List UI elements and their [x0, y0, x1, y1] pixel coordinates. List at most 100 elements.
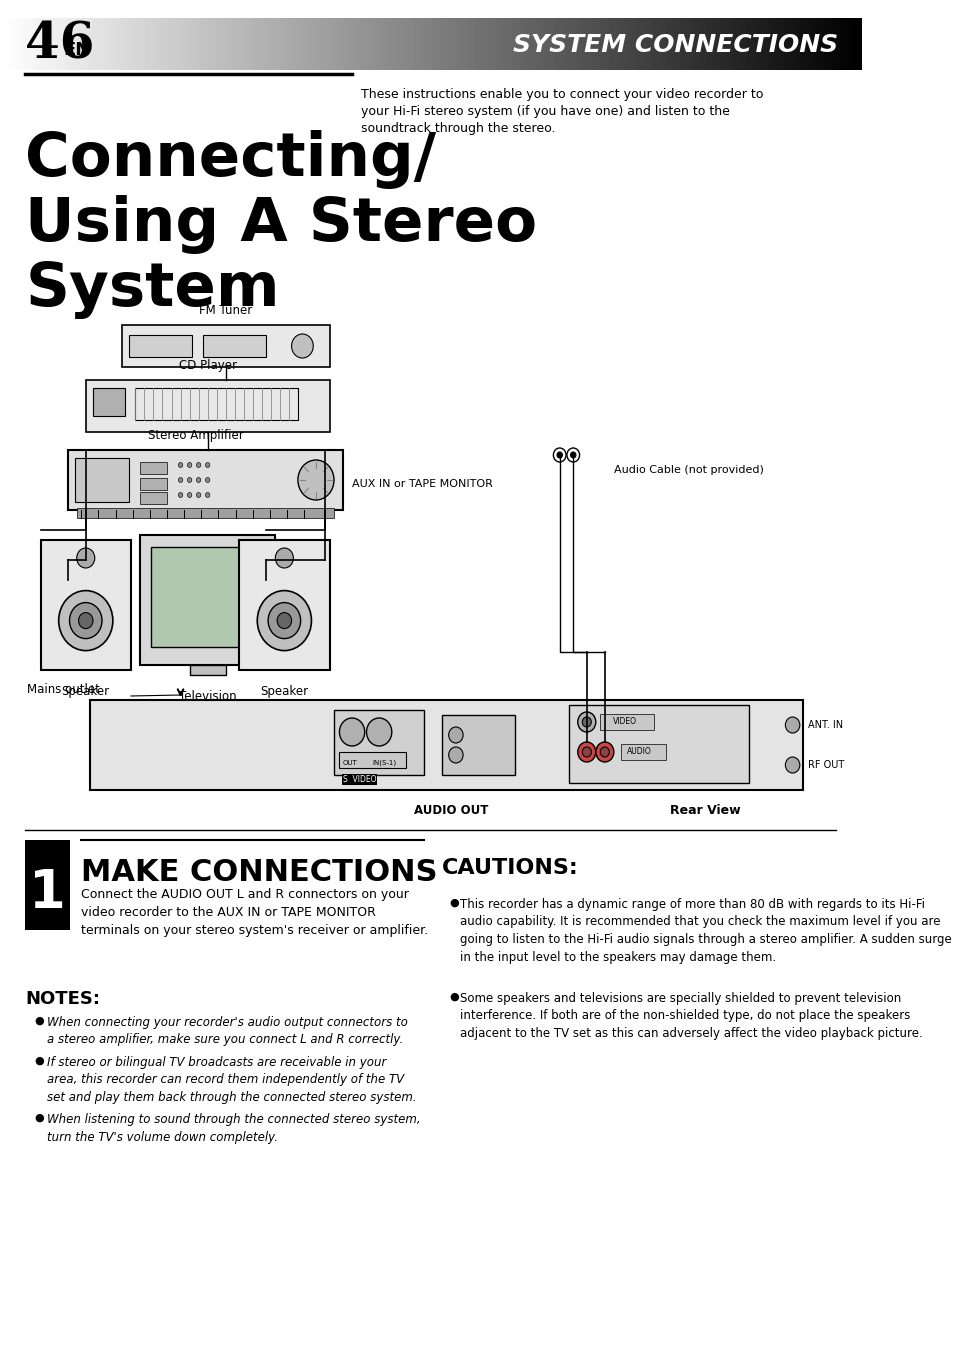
Bar	[599, 714, 654, 730]
Circle shape	[570, 452, 576, 459]
Text: FM Tuner: FM Tuner	[199, 304, 252, 317]
Circle shape	[196, 492, 201, 498]
Bar	[151, 546, 259, 648]
Bar	[203, 335, 266, 357]
Bar	[76, 509, 334, 518]
Text: EN: EN	[63, 42, 91, 59]
Text: VIDEO: VIDEO	[612, 718, 636, 727]
Text: CD Player: CD Player	[178, 359, 236, 372]
Circle shape	[557, 452, 562, 459]
Bar	[140, 536, 275, 665]
Circle shape	[292, 335, 313, 357]
Text: If stereo or bilingual TV broadcasts are receivable in your
area, this recorder : If stereo or bilingual TV broadcasts are…	[47, 1056, 416, 1103]
Text: These instructions enable you to connect your video recorder to
your Hi-Fi stere: These instructions enable you to connect…	[361, 88, 762, 135]
Circle shape	[448, 747, 462, 764]
Text: Rear View: Rear View	[669, 804, 740, 817]
Text: System: System	[25, 260, 279, 318]
Circle shape	[196, 463, 201, 468]
Circle shape	[187, 492, 192, 498]
Text: ●: ●	[449, 992, 458, 1002]
Circle shape	[599, 747, 609, 757]
Circle shape	[178, 463, 183, 468]
Text: This recorder has a dynamic range of more than 80 dB with regards to its Hi-Fi a: This recorder has a dynamic range of mor…	[460, 898, 951, 963]
Circle shape	[178, 492, 183, 498]
Circle shape	[578, 712, 596, 733]
Circle shape	[76, 548, 94, 568]
Bar	[41, 540, 131, 670]
Text: ●: ●	[34, 1016, 44, 1027]
Text: S  VIDEO: S VIDEO	[343, 774, 376, 784]
Circle shape	[448, 727, 462, 743]
Bar	[135, 389, 297, 420]
Circle shape	[178, 478, 183, 483]
Text: CAUTIONS:: CAUTIONS:	[442, 858, 578, 878]
Text: When listening to sound through the connected stereo system,
turn the TV's volum: When listening to sound through the conn…	[47, 1113, 420, 1144]
Text: NOTES:: NOTES:	[25, 990, 100, 1008]
Circle shape	[275, 548, 294, 568]
Text: Television: Television	[178, 689, 236, 703]
Bar	[122, 325, 329, 367]
Circle shape	[581, 718, 591, 727]
Bar	[140, 492, 167, 505]
Circle shape	[59, 591, 112, 650]
Bar	[91, 700, 802, 791]
Text: 1: 1	[30, 867, 66, 919]
Text: Audio Cable (not provided): Audio Cable (not provided)	[613, 465, 763, 475]
Text: When connecting your recorder's audio output connectors to
a stereo amplifier, m: When connecting your recorder's audio ou…	[47, 1016, 407, 1047]
Circle shape	[581, 747, 591, 757]
Text: Mains outlet: Mains outlet	[27, 683, 100, 696]
Circle shape	[784, 718, 799, 733]
Bar	[140, 461, 167, 473]
Text: IN(S-1): IN(S-1)	[372, 759, 395, 766]
Circle shape	[205, 478, 210, 483]
Text: ●: ●	[449, 898, 458, 908]
Circle shape	[784, 757, 799, 773]
Text: Using A Stereo: Using A Stereo	[25, 196, 537, 254]
Text: OUT: OUT	[343, 759, 357, 766]
Circle shape	[578, 742, 596, 762]
Bar	[75, 459, 129, 502]
Circle shape	[596, 742, 613, 762]
Text: 46: 46	[25, 20, 94, 70]
Text: AUDIO: AUDIO	[626, 747, 651, 757]
Text: SYSTEM CONNECTIONS: SYSTEM CONNECTIONS	[512, 32, 837, 57]
Bar	[239, 540, 329, 670]
Text: AUX IN or TAPE MONITOR: AUX IN or TAPE MONITOR	[352, 479, 493, 488]
Bar	[140, 478, 167, 490]
Circle shape	[205, 463, 210, 468]
Circle shape	[366, 718, 392, 746]
Bar	[190, 665, 226, 674]
Text: ANT. IN: ANT. IN	[807, 720, 842, 730]
Bar	[338, 751, 406, 768]
Text: ●: ●	[34, 1113, 44, 1122]
Circle shape	[339, 718, 364, 746]
Text: MAKE CONNECTIONS: MAKE CONNECTIONS	[81, 858, 437, 888]
Bar	[334, 710, 424, 774]
Text: AUDIO OUT: AUDIO OUT	[414, 804, 488, 817]
Circle shape	[257, 591, 311, 650]
Text: RF OUT: RF OUT	[807, 759, 843, 770]
Bar	[92, 389, 125, 415]
Bar	[25, 840, 71, 929]
Text: Connect the AUDIO OUT L and R connectors on your
video recorder to the AUX IN or: Connect the AUDIO OUT L and R connectors…	[81, 888, 428, 938]
Text: Speaker: Speaker	[62, 685, 110, 697]
Circle shape	[187, 463, 192, 468]
Bar	[86, 380, 329, 432]
Bar	[568, 706, 748, 782]
Circle shape	[268, 603, 300, 638]
Circle shape	[205, 492, 210, 498]
Circle shape	[196, 478, 201, 483]
Circle shape	[70, 603, 102, 638]
Text: ●: ●	[34, 1056, 44, 1066]
Bar	[620, 745, 665, 759]
Bar	[129, 335, 193, 357]
Bar	[68, 451, 343, 510]
Bar	[442, 715, 514, 774]
Circle shape	[277, 612, 292, 629]
Circle shape	[297, 460, 334, 500]
Circle shape	[78, 612, 92, 629]
Circle shape	[187, 478, 192, 483]
Text: Connecting/: Connecting/	[25, 130, 436, 189]
Text: Speaker: Speaker	[260, 685, 308, 697]
Text: Some speakers and televisions are specially shielded to prevent television inter: Some speakers and televisions are specia…	[460, 992, 923, 1040]
